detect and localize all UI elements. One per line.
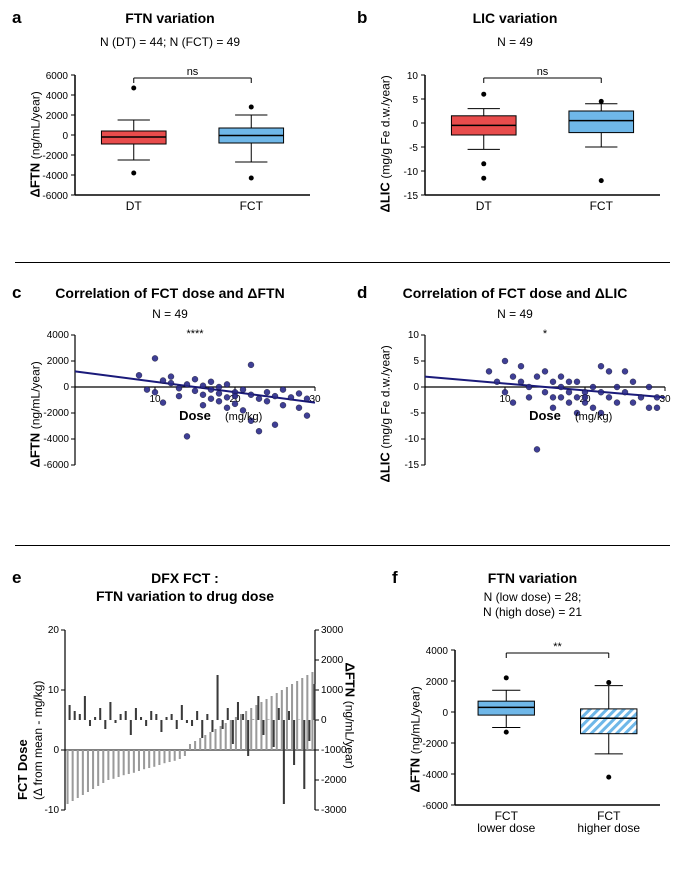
svg-text:5: 5 (413, 356, 419, 367)
svg-text:-5: -5 (410, 408, 419, 419)
svg-text:-10: -10 (45, 805, 60, 816)
panel-d-subtitle: N = 49 (345, 307, 685, 321)
panel-b-ylabel: ΔLIC (mg/g Fe d.w./year) (378, 63, 393, 213)
svg-text:FCT: FCT (240, 199, 264, 213)
panel-a-title: FTN variation (0, 10, 340, 26)
barchart-e: -1001020-3000-2000-10000100020003000 (60, 625, 320, 815)
svg-text:10: 10 (499, 394, 511, 405)
svg-text:DT: DT (126, 199, 143, 213)
svg-text:lower dose: lower dose (477, 821, 535, 835)
panel-d: d Correlation of FCT dose and ΔLIC N = 4… (345, 275, 685, 525)
panel-b-title: LIC variation (345, 10, 685, 26)
svg-text:0: 0 (62, 131, 68, 142)
svg-text:0: 0 (413, 382, 419, 393)
svg-text:10: 10 (149, 394, 161, 405)
boxplot-b: -15-10-50510DTFCTns (420, 60, 665, 220)
svg-text:-6000: -6000 (43, 460, 69, 471)
svg-text:ns: ns (537, 66, 549, 78)
svg-text:-4000: -4000 (42, 171, 68, 182)
svg-text:-10: -10 (404, 167, 419, 178)
svg-text:-4000: -4000 (422, 770, 448, 781)
svg-text:10: 10 (408, 330, 420, 341)
divider-1 (15, 262, 670, 263)
divider-2 (15, 545, 670, 546)
svg-text:1000: 1000 (321, 685, 344, 696)
svg-text:ns: ns (187, 66, 199, 78)
svg-text:**: ** (553, 641, 562, 653)
svg-text:4000: 4000 (426, 646, 449, 657)
svg-text:Dose: Dose (529, 408, 561, 423)
svg-text:3000: 3000 (321, 625, 344, 636)
panel-c-subtitle: N = 49 (0, 307, 340, 321)
svg-text:10: 10 (407, 71, 419, 82)
panel-f-subtitle1: N (low dose) = 28; (380, 590, 685, 604)
panel-d-ylabel: ΔLIC (mg/g Fe d.w./year) (378, 333, 393, 483)
svg-text:5: 5 (412, 95, 418, 106)
svg-text:2000: 2000 (321, 655, 344, 666)
svg-text:(mg/kg): (mg/kg) (575, 411, 612, 423)
scatter-d: -15-10-50510102030*Dose (mg/kg) (420, 325, 670, 490)
boxplot-f: -6000-4000-2000020004000FCTlower doseFCT… (450, 635, 665, 830)
panel-a: a FTN variation N (DT) = 44; N (FCT) = 4… (0, 0, 340, 250)
svg-text:2000: 2000 (46, 111, 69, 122)
svg-text:-15: -15 (405, 460, 420, 471)
svg-text:FCT: FCT (590, 199, 614, 213)
svg-text:-15: -15 (404, 191, 419, 202)
panel-e: e DFX FCT : FTN variation to drug dose -… (0, 560, 370, 880)
panel-c-ylabel: ΔFTN (ng/mL/year) (28, 348, 43, 468)
panel-d-title: Correlation of FCT dose and ΔLIC (345, 285, 685, 301)
svg-text:2000: 2000 (47, 356, 70, 367)
panel-b: b LIC variation N = 49 -15-10-50510DTFCT… (345, 0, 685, 250)
svg-text:-2000: -2000 (42, 151, 68, 162)
svg-text:0: 0 (442, 708, 448, 719)
svg-text:0: 0 (63, 382, 69, 393)
svg-text:6000: 6000 (46, 71, 69, 82)
svg-text:30: 30 (659, 394, 671, 405)
panel-e-title1: DFX FCT : (0, 570, 370, 586)
svg-text:2000: 2000 (426, 677, 449, 688)
panel-f-subtitle2: N (high dose) = 21 (380, 605, 685, 619)
panel-e-title2: FTN variation to drug dose (0, 588, 370, 604)
scatter-c: -6000-4000-2000020004000102030****Dose (… (70, 325, 320, 490)
svg-text:*: * (543, 328, 548, 340)
svg-text:0: 0 (53, 745, 59, 756)
boxplot-a: -6000-4000-20000200040006000DTFCTns (70, 60, 315, 220)
svg-text:10: 10 (48, 685, 60, 696)
svg-text:0: 0 (321, 715, 327, 726)
svg-text:0: 0 (412, 119, 418, 130)
panel-b-subtitle: N = 49 (345, 35, 685, 49)
panel-e-ylabel-left: FCT Dose(Δ from mean - mg/kg) (15, 660, 45, 800)
svg-text:****: **** (186, 328, 204, 340)
svg-text:30: 30 (309, 394, 321, 405)
svg-text:DT: DT (476, 199, 493, 213)
svg-text:-5: -5 (409, 143, 418, 154)
panel-c: c Correlation of FCT dose and ΔFTN N = 4… (0, 275, 340, 525)
svg-text:higher dose: higher dose (577, 821, 640, 835)
panel-e-ylabel-right: ΔFTN (ng/mL/year) (343, 663, 358, 783)
panel-a-ylabel: ΔFTN (ng/mL/year) (28, 78, 43, 198)
svg-text:-6000: -6000 (42, 191, 68, 202)
svg-text:-2000: -2000 (43, 408, 69, 419)
svg-text:(mg/kg): (mg/kg) (225, 411, 262, 423)
svg-text:4000: 4000 (47, 330, 70, 341)
panel-f-ylabel: ΔFTN (ng/mL/year) (408, 673, 423, 793)
panel-a-subtitle: N (DT) = 44; N (FCT) = 49 (0, 35, 340, 49)
svg-text:-2000: -2000 (422, 739, 448, 750)
panel-f-title: FTN variation (380, 570, 685, 586)
svg-text:4000: 4000 (46, 91, 69, 102)
svg-text:-10: -10 (405, 434, 420, 445)
svg-text:-6000: -6000 (422, 801, 448, 812)
svg-text:-4000: -4000 (43, 434, 69, 445)
panel-f: f FTN variation N (low dose) = 28; N (hi… (380, 560, 685, 880)
svg-text:-3000: -3000 (321, 805, 347, 816)
panel-c-title: Correlation of FCT dose and ΔFTN (0, 285, 340, 301)
svg-text:Dose: Dose (179, 408, 211, 423)
svg-text:20: 20 (48, 625, 60, 636)
